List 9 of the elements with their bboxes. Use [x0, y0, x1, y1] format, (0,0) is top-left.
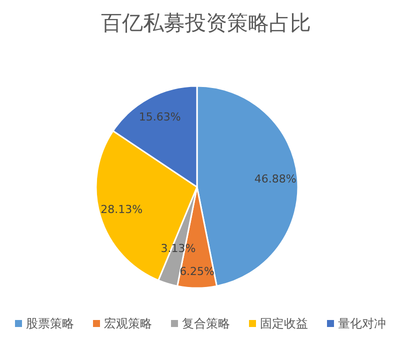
legend-label: 股票策略: [26, 316, 74, 330]
legend-label: 宏观策略: [104, 316, 152, 330]
chart-title: 百亿私募投资策略占比: [101, 11, 311, 35]
data-label: 15.63%: [138, 110, 181, 124]
data-label: 28.13%: [100, 202, 143, 216]
legend-label: 量化对冲: [338, 316, 386, 330]
data-label: 46.88%: [254, 172, 296, 186]
legend-label: 固定收益: [260, 316, 308, 330]
legend-label: 复合策略: [182, 316, 230, 330]
